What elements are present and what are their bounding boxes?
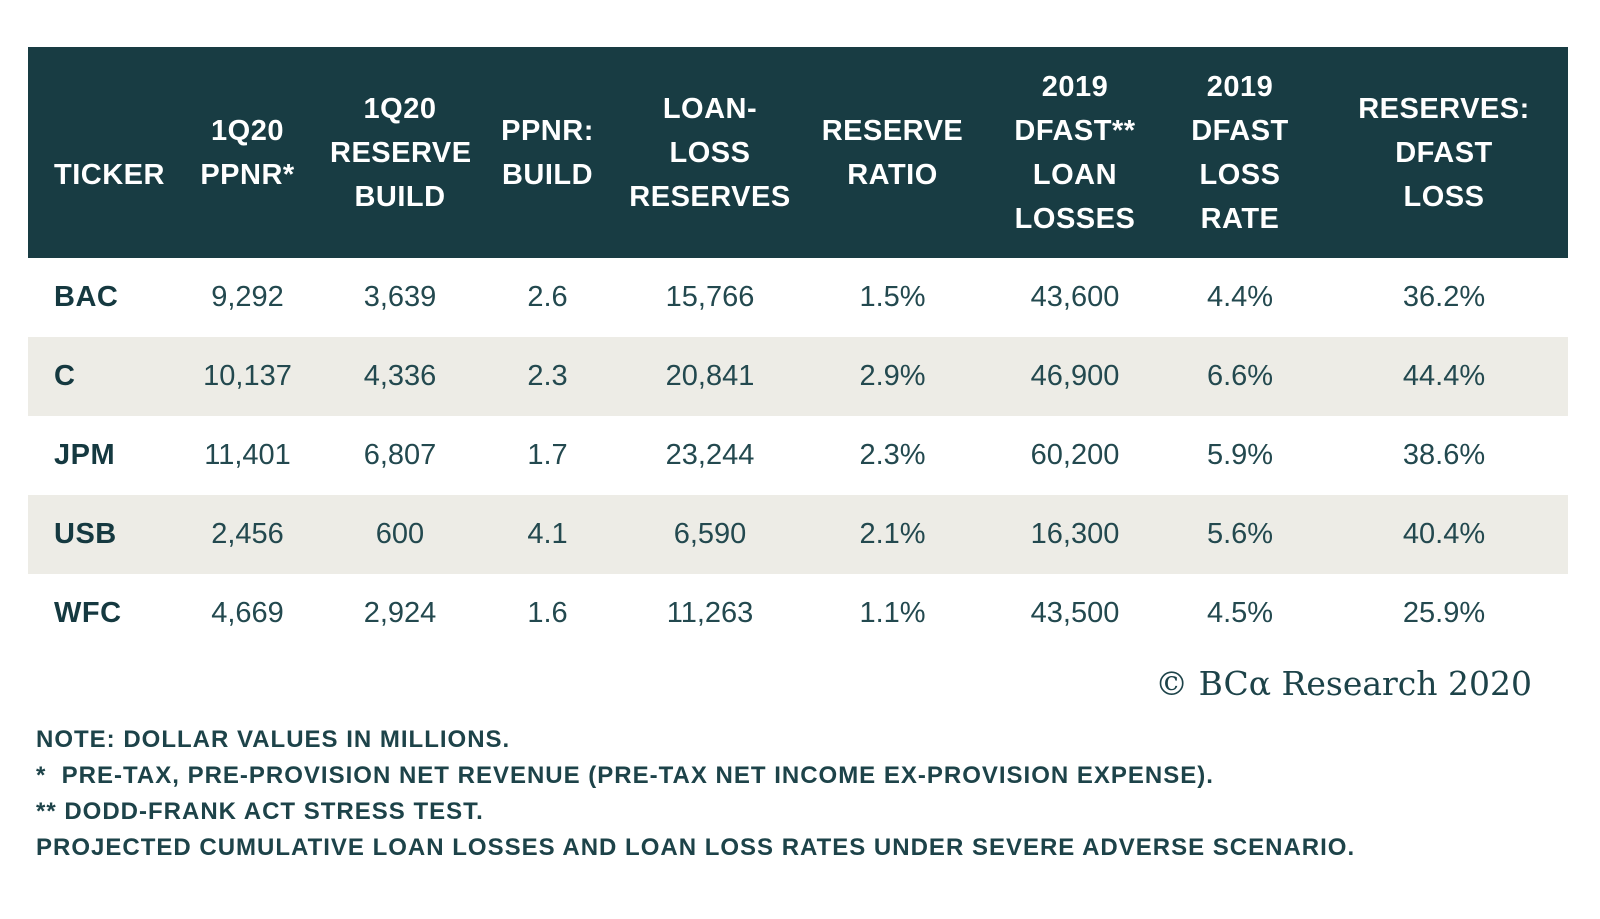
value-cell: 40.4% xyxy=(1402,518,1486,550)
value-cell: 46,900 xyxy=(1030,360,1120,392)
value-cell: 1.6 xyxy=(527,597,568,629)
value-cell: 2.3% xyxy=(859,439,926,471)
value-cell: 11,401 xyxy=(204,439,291,471)
header-cell-reserve-ratio: RESERVE RATIO xyxy=(795,47,990,258)
value-cell: 4.5% xyxy=(1206,597,1274,629)
value-cell: 6,590 xyxy=(673,518,747,550)
table-header: TICKER 1Q20 PPNR* 1Q20 RESERVE BUILD PPN… xyxy=(28,47,1568,258)
footnote-scenario: PROJECTED CUMULATIVE LOAN LOSSES AND LOA… xyxy=(36,834,1356,861)
value-cell: 23,244 xyxy=(665,439,755,471)
value-cell: 20,841 xyxy=(665,360,755,392)
header-cell-1q20-ppnr: 1Q20 PPNR* xyxy=(165,47,330,258)
header-cell-ticker: TICKER xyxy=(28,47,165,258)
ticker-cell: USB xyxy=(54,518,117,550)
table-body: BAC 9,292 3,639 2.6 15,766 1.5% 43,600 4… xyxy=(28,258,1568,653)
value-cell: 6.6% xyxy=(1206,360,1274,392)
value-cell: 4,336 xyxy=(363,360,437,392)
value-cell: 10,137 xyxy=(203,360,292,392)
table-row-jpm: JPM 11,401 6,807 1.7 23,244 2.3% 60,200 … xyxy=(28,416,1568,495)
value-cell: 43,600 xyxy=(1030,281,1120,313)
header-row: TICKER 1Q20 PPNR* 1Q20 RESERVE BUILD PPN… xyxy=(28,47,1568,258)
ticker-cell: JPM xyxy=(54,439,116,471)
table-row-c: C 10,137 4,336 2.3 20,841 2.9% 46,900 6.… xyxy=(28,337,1568,416)
value-cell: 2.1% xyxy=(859,518,926,550)
footnote-dfast-definition: ** DODD-FRANK ACT STRESS TEST. xyxy=(36,798,484,825)
copyright-line: © BCα Research 2020 xyxy=(1155,664,1532,703)
value-cell: 1.5% xyxy=(859,281,926,313)
header-cell-1q20-reserve-build: 1Q20 RESERVE BUILD xyxy=(330,47,471,258)
value-cell: 1.7 xyxy=(527,439,568,471)
value-cell: 3,639 xyxy=(363,281,437,313)
value-cell: 43,500 xyxy=(1030,597,1120,629)
bank-reserves-table: TICKER 1Q20 PPNR* 1Q20 RESERVE BUILD PPN… xyxy=(28,47,1568,653)
value-cell: 38.6% xyxy=(1402,439,1486,471)
value-cell: 4,669 xyxy=(211,597,284,629)
value-cell: 44.4% xyxy=(1402,360,1486,392)
table-row-wfc: WFC 4,669 2,924 1.6 11,263 1.1% 43,500 4… xyxy=(28,574,1568,653)
value-cell: 600 xyxy=(375,518,425,550)
value-cell: 5.6% xyxy=(1206,518,1274,550)
value-cell: 60,200 xyxy=(1030,439,1120,471)
value-cell: 25.9% xyxy=(1402,597,1486,629)
header-cell-loan-loss-reserves: LOAN- LOSS RESERVES xyxy=(625,47,795,258)
value-cell: 1.1% xyxy=(859,597,926,629)
value-cell: 2.3 xyxy=(527,360,568,392)
table-row-bac: BAC 9,292 3,639 2.6 15,766 1.5% 43,600 4… xyxy=(28,258,1568,337)
value-cell: 16,300 xyxy=(1030,518,1120,550)
table-row-usb: USB 2,456 600 4.1 6,590 2.1% 16,300 5.6%… xyxy=(28,495,1568,574)
ticker-cell: BAC xyxy=(54,281,119,313)
value-cell: 36.2% xyxy=(1402,281,1486,313)
value-cell: 4.4% xyxy=(1206,281,1274,313)
value-cell: 4.1 xyxy=(527,518,568,550)
footnotes: NOTE: DOLLAR VALUES IN MILLIONS. * PRE-T… xyxy=(36,722,1355,866)
value-cell: 5.9% xyxy=(1206,439,1274,471)
header-cell-ppnr-build: PPNR: BUILD xyxy=(470,47,625,258)
header-label-ticker: TICKER xyxy=(54,158,165,191)
footnote-dollar-values: NOTE: DOLLAR VALUES IN MILLIONS. xyxy=(36,726,511,753)
ticker-cell: C xyxy=(54,360,76,392)
value-cell: 2,924 xyxy=(363,597,437,629)
header-cell-2019-dfast-loss-rate: 2019 DFAST LOSS RATE xyxy=(1160,47,1320,258)
header-cell-reserves-dfast-loss: RESERVES: DFAST LOSS xyxy=(1320,47,1568,258)
footnote-ppnr-definition: * PRE-TAX, PRE-PROVISION NET REVENUE (PR… xyxy=(36,762,1214,789)
header-cell-2019-dfast-loan-losses: 2019 DFAST** LOAN LOSSES xyxy=(990,47,1160,258)
ticker-cell: WFC xyxy=(54,597,122,629)
value-cell: 2,456 xyxy=(211,518,284,550)
value-cell: 15,766 xyxy=(665,281,755,313)
value-cell: 2.6 xyxy=(527,281,568,313)
value-cell: 9,292 xyxy=(211,281,284,313)
value-cell: 2.9% xyxy=(859,360,926,392)
value-cell: 11,263 xyxy=(666,597,754,629)
value-cell: 6,807 xyxy=(363,439,437,471)
